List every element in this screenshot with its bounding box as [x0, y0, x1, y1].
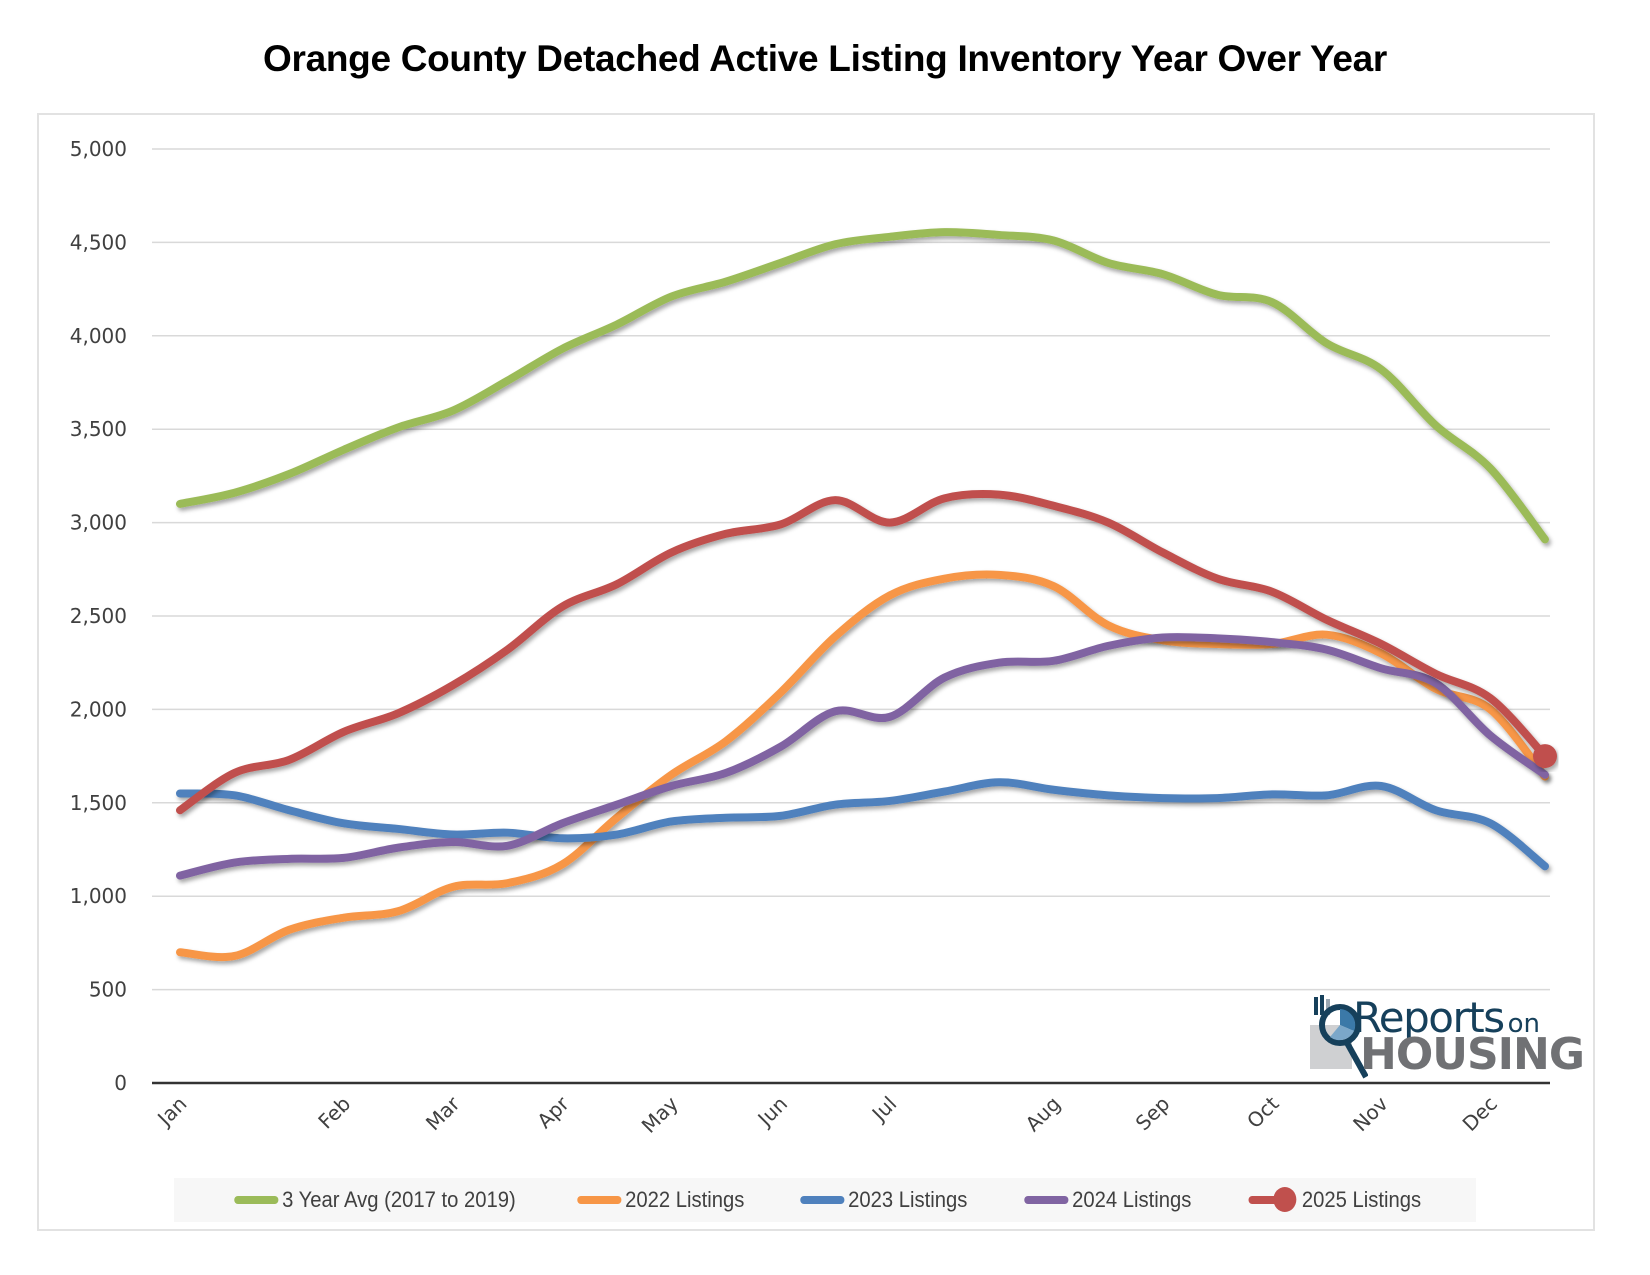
x-tick-label: Nov	[1348, 1091, 1393, 1136]
y-tick-label: 4,500	[70, 230, 127, 254]
legend-label: 2023 Listings	[848, 1187, 968, 1212]
x-tick-label: Sep	[1131, 1092, 1175, 1136]
x-tick-label: Dec	[1458, 1092, 1502, 1136]
y-tick-label: 500	[89, 978, 127, 1002]
logo-text-reports: Reports on	[1353, 993, 1540, 1042]
series-2023-listings	[176, 778, 1549, 871]
x-tick-label: Mar	[421, 1091, 465, 1135]
y-tick-label: 3,000	[70, 511, 127, 535]
x-tick-label: Feb	[313, 1092, 355, 1134]
series-lines	[176, 228, 1557, 962]
y-axis-ticks: 0 500 1,000 1,500 2,000 2,500 3,000 3,500 4,000 4…	[70, 137, 127, 1095]
x-tick-label: Jun	[752, 1092, 792, 1132]
y-tick-label: 1,000	[70, 884, 127, 908]
legend-item: 2022 Listings	[576, 1187, 745, 1213]
y-tick-label: 5,000	[70, 137, 127, 161]
x-axis-ticks: Jan Feb Mar Apr May Jun Jul Aug Sep Oct Nov Dec	[151, 1091, 1502, 1138]
y-tick-label: 0	[114, 1071, 127, 1095]
series-line	[176, 570, 1549, 962]
y-tick-label: 4,000	[70, 324, 127, 348]
x-tick-label: Oct	[1242, 1091, 1284, 1133]
x-tick-label: Jan	[151, 1092, 191, 1132]
logo-on: on	[1507, 1009, 1540, 1039]
y-tick-label: 2,500	[70, 604, 127, 628]
legend-label: 2024 Listings	[1072, 1187, 1192, 1212]
series-2022-listings	[176, 570, 1549, 962]
legend-swatch	[800, 1196, 845, 1204]
logo-reports: Reports	[1353, 993, 1505, 1042]
legend-item: 2025 Listings	[1248, 1187, 1421, 1213]
series-2025-listings	[176, 489, 1557, 815]
legend-swatch	[1024, 1196, 1069, 1204]
series-line	[176, 778, 1549, 871]
series-line	[176, 489, 1549, 815]
legend-item: 3 Year Avg (2017 to 2019)	[233, 1187, 516, 1213]
chart-legend: 3 Year Avg (2017 to 2019) 2022 Listings 20…	[174, 1178, 1476, 1222]
series-3-year-avg-2017-to-2019-	[176, 228, 1549, 544]
legend-swatch	[233, 1196, 279, 1204]
x-tick-label: Apr	[532, 1091, 574, 1133]
legend-label: 3 Year Avg (2017 to 2019)	[281, 1187, 516, 1212]
last-point-marker	[1533, 744, 1557, 769]
x-tick-label: Jul	[866, 1092, 901, 1127]
legend-marker	[1273, 1187, 1297, 1212]
magnifier-chart-icon	[1314, 995, 1368, 1079]
legend-item: 2024 Listings	[1024, 1187, 1191, 1213]
logo-text-housing: HOUSING	[1360, 1029, 1585, 1080]
y-tick-label: 3,500	[70, 417, 127, 441]
chart-title: Orange County Detached Active Listing In…	[262, 38, 1387, 79]
legend-label: 2025 Listings	[1301, 1187, 1421, 1212]
x-tick-label: Aug	[1021, 1092, 1066, 1137]
y-tick-label: 1,500	[70, 791, 127, 815]
legend-swatch	[1248, 1187, 1297, 1212]
series-2024-listings	[176, 632, 1549, 880]
legend-label: 2022 Listings	[624, 1187, 745, 1212]
legend-item: 2023 Listings	[800, 1187, 968, 1213]
gridlines	[152, 148, 1550, 991]
legend-swatch	[576, 1196, 622, 1204]
y-tick-label: 2,000	[70, 697, 127, 721]
series-line	[176, 228, 1549, 544]
series-line	[176, 632, 1549, 880]
x-tick-label: May	[637, 1091, 683, 1137]
reports-on-housing-logo: Reports on HOUSING	[1308, 993, 1585, 1085]
